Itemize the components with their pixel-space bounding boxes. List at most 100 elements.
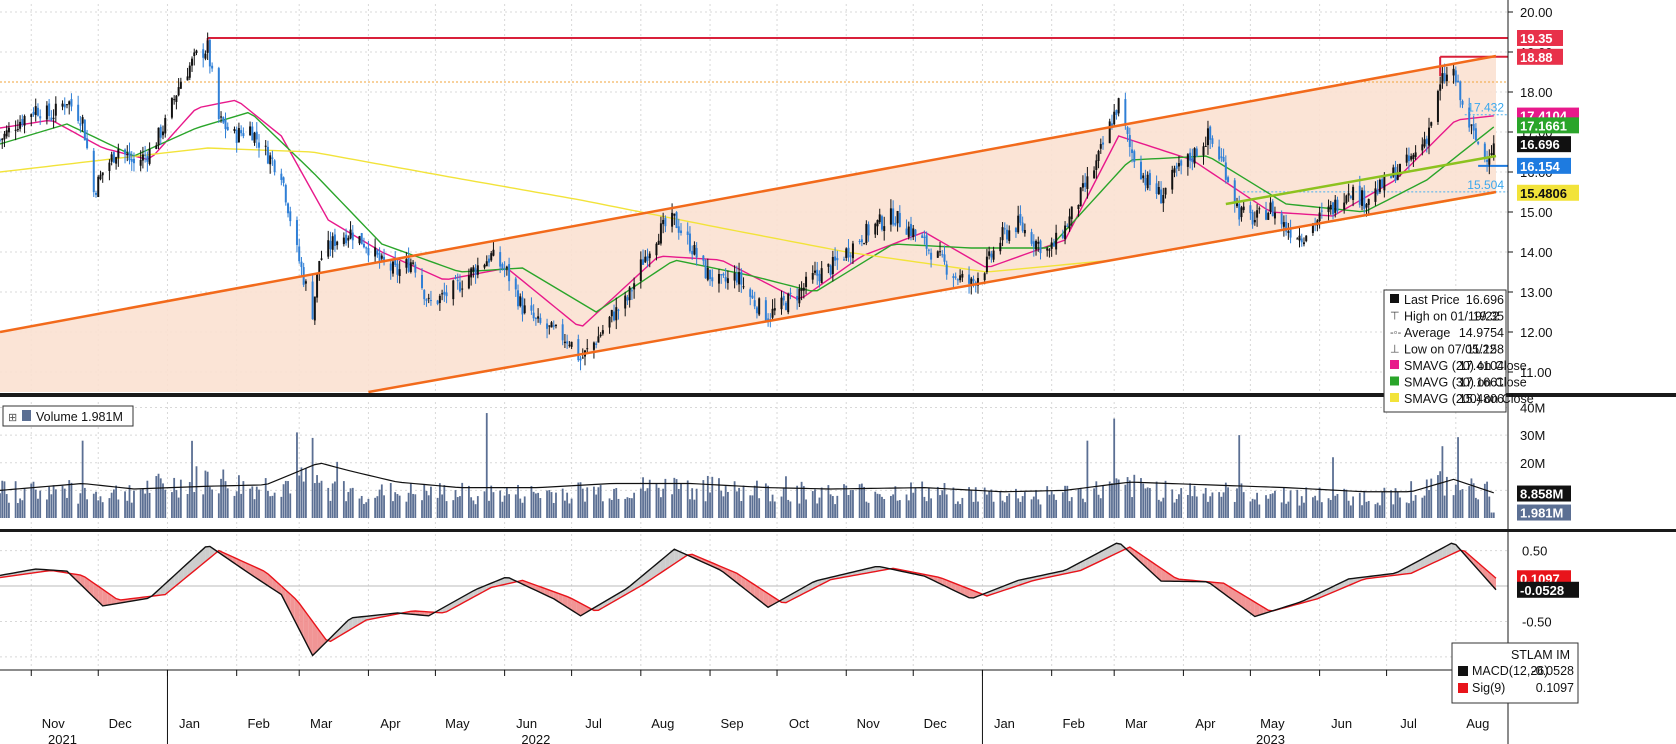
candle-body	[671, 212, 674, 227]
candle-body	[896, 210, 899, 224]
volume-bar	[459, 496, 461, 518]
candle-body	[1256, 210, 1259, 218]
volume-bar	[675, 479, 678, 518]
channel-lower-line	[368, 190, 1497, 394]
candle-body	[1070, 206, 1073, 220]
volume-bar	[626, 497, 629, 518]
volume-bar	[1175, 498, 1178, 518]
volume-bar	[633, 492, 636, 518]
volume-bar	[894, 486, 897, 518]
volume-bar	[374, 497, 377, 518]
macd-tick-label: -0.50	[1522, 614, 1552, 629]
candle-body	[327, 240, 330, 257]
legend-label: Low on 07/05/22	[1404, 343, 1496, 357]
volume-bar	[427, 495, 430, 518]
candle-body	[1271, 201, 1274, 217]
volume-bar	[412, 493, 414, 518]
candle-body	[740, 271, 743, 285]
candle-body	[1428, 127, 1431, 146]
candle-body	[894, 222, 897, 226]
candle-body	[514, 278, 517, 290]
volume-bar	[733, 481, 736, 518]
candle-body	[77, 104, 80, 122]
macd-histogram-fill	[442, 605, 447, 613]
candle-body	[1358, 185, 1361, 205]
volume-bar	[595, 494, 598, 518]
candle-body	[21, 118, 24, 125]
volume-bar	[331, 483, 334, 518]
volume-bar	[586, 487, 589, 518]
volume-bar	[1300, 496, 1303, 518]
candle-body	[54, 103, 57, 116]
volume-bar	[318, 482, 321, 518]
price-tag	[1517, 184, 1579, 201]
volume-bar	[836, 495, 839, 518]
candle-body	[333, 234, 336, 246]
volume-bar	[988, 490, 991, 518]
price-tag	[1517, 581, 1579, 598]
candle-body	[521, 297, 524, 315]
macd-histogram-fill	[727, 569, 733, 580]
volume-bar	[910, 482, 912, 518]
volume-bar	[224, 481, 227, 518]
volume-bar	[1227, 487, 1229, 518]
volume-bar	[834, 504, 836, 518]
macd-histogram-fill	[321, 633, 326, 647]
volume-bar	[1477, 499, 1480, 518]
candle-body	[407, 257, 410, 272]
volume-bar	[204, 470, 207, 518]
candle-body	[427, 297, 430, 299]
candle-body	[818, 273, 821, 282]
month-label: May	[445, 716, 470, 731]
candle-body	[1235, 202, 1238, 207]
volume-bar	[648, 479, 651, 518]
candle-body	[1097, 150, 1100, 161]
candle-body	[380, 255, 383, 259]
candle-body	[1131, 149, 1134, 153]
candle-body	[342, 237, 345, 245]
macd-histogram-fill	[89, 580, 94, 598]
volume-bar	[1218, 492, 1221, 518]
legend-label: Average	[1404, 326, 1450, 340]
candle-body	[240, 130, 243, 134]
candle-body	[441, 293, 444, 295]
macd-histogram-fill	[200, 546, 206, 566]
month-label: Aug	[651, 716, 674, 731]
volume-bar	[1459, 490, 1462, 518]
candle-body	[1474, 128, 1477, 141]
candle-body	[1146, 174, 1149, 189]
volume-bar	[1108, 481, 1111, 518]
candle-body	[23, 116, 26, 126]
candle-body	[1320, 210, 1323, 212]
volume-bar	[1102, 485, 1104, 518]
volume-bar	[162, 483, 164, 518]
volume-bar	[624, 498, 627, 518]
volume-bar	[952, 487, 955, 518]
candle-body	[70, 99, 73, 107]
macd-histogram-fill	[1429, 552, 1434, 565]
macd-histogram-fill	[1241, 593, 1246, 610]
volume-bar	[843, 484, 845, 518]
volume-bar	[517, 484, 519, 518]
volume-bar	[977, 501, 979, 518]
candle-body	[952, 276, 955, 279]
volume-bar	[1048, 494, 1051, 518]
candle-body	[1349, 196, 1352, 198]
candle-body	[939, 251, 942, 253]
volume-bar	[81, 440, 84, 518]
volume-bar	[124, 491, 126, 518]
macd-histogram-fill	[1473, 558, 1479, 570]
candle-body	[365, 247, 368, 249]
volume-bar	[1220, 496, 1223, 518]
volume-bar	[320, 480, 323, 518]
candle-body	[961, 273, 964, 278]
candle-body	[1095, 160, 1098, 170]
candle-body	[992, 250, 995, 260]
volume-bar	[1086, 440, 1089, 518]
candle-body	[1443, 73, 1446, 82]
candle-body	[358, 236, 361, 244]
candle-body	[97, 176, 100, 198]
candle-body	[1238, 203, 1241, 220]
candle-body	[61, 103, 64, 107]
candle-body	[709, 269, 712, 280]
